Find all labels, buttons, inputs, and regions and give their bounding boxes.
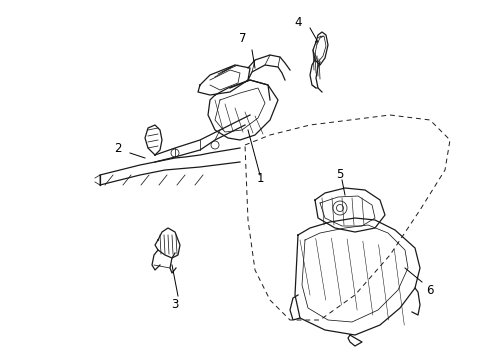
Text: 1: 1 bbox=[256, 171, 264, 184]
Text: 4: 4 bbox=[294, 15, 302, 28]
Text: 6: 6 bbox=[426, 284, 434, 297]
Text: 7: 7 bbox=[239, 31, 247, 45]
Text: 3: 3 bbox=[172, 298, 179, 311]
Text: 5: 5 bbox=[336, 168, 343, 181]
Text: 2: 2 bbox=[114, 141, 122, 154]
